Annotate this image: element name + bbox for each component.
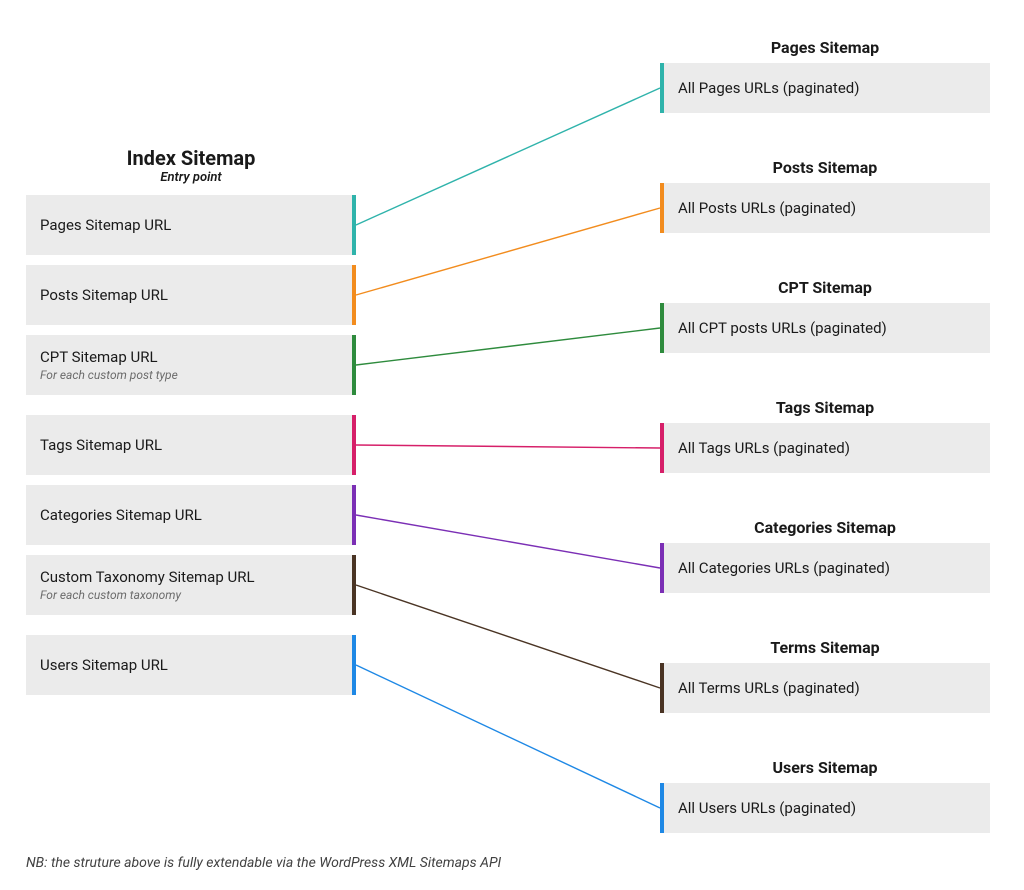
right-title-r-tags: Tags Sitemap (660, 398, 990, 417)
diagram-canvas: Index Sitemap Entry point NB: the strutu… (0, 0, 1024, 890)
connector-tax-r-terms (356, 585, 660, 688)
left-node-label-pages: Pages Sitemap URL (40, 216, 338, 234)
right-node-body-r-tags: All Tags URLs (paginated) (664, 423, 990, 473)
right-node-r-users: All Users URLs (paginated) (660, 783, 990, 833)
right-title-r-cpt: CPT Sitemap (660, 278, 990, 297)
left-node-tags: Tags Sitemap URL (26, 415, 356, 475)
left-node-posts: Posts Sitemap URL (26, 265, 356, 325)
right-node-label-r-terms: All Terms URLs (paginated) (678, 679, 976, 697)
left-node-body-tags: Tags Sitemap URL (26, 415, 352, 475)
right-title-r-terms: Terms Sitemap (660, 638, 990, 657)
right-title-r-users: Users Sitemap (660, 758, 990, 777)
right-title-r-cats: Categories Sitemap (660, 518, 990, 537)
connector-cpt-r-cpt (356, 328, 660, 365)
left-node-label-cpt: CPT Sitemap URL (40, 348, 338, 366)
left-node-accent-pages (352, 195, 356, 255)
connector-posts-r-posts (356, 208, 660, 295)
right-node-r-terms: All Terms URLs (paginated) (660, 663, 990, 713)
right-node-r-cpt: All CPT posts URLs (paginated) (660, 303, 990, 353)
left-node-tax: Custom Taxonomy Sitemap URL For each cust… (26, 555, 356, 615)
connector-users-r-users (356, 665, 660, 808)
right-node-body-r-users: All Users URLs (paginated) (664, 783, 990, 833)
connector-pages-r-pages (356, 88, 660, 225)
left-node-label-cats: Categories Sitemap URL (40, 506, 338, 524)
right-node-body-r-cpt: All CPT posts URLs (paginated) (664, 303, 990, 353)
right-title-r-pages: Pages Sitemap (660, 38, 990, 57)
left-node-accent-cpt (352, 335, 356, 395)
right-node-label-r-pages: All Pages URLs (paginated) (678, 79, 976, 97)
left-node-body-tax: Custom Taxonomy Sitemap URL For each cust… (26, 555, 352, 615)
left-node-label-tax: Custom Taxonomy Sitemap URL (40, 568, 338, 586)
footnote-text: NB: the struture above is fully extendab… (26, 855, 501, 871)
left-node-body-posts: Posts Sitemap URL (26, 265, 352, 325)
left-node-accent-users (352, 635, 356, 695)
connector-tags-r-tags (356, 445, 660, 448)
left-node-body-cats: Categories Sitemap URL (26, 485, 352, 545)
left-node-accent-cats (352, 485, 356, 545)
right-node-body-r-posts: All Posts URLs (paginated) (664, 183, 990, 233)
right-title-r-posts: Posts Sitemap (660, 158, 990, 177)
index-sitemap-subtitle: Entry point (26, 170, 356, 185)
right-node-body-r-cats: All Categories URLs (paginated) (664, 543, 990, 593)
left-node-users: Users Sitemap URL (26, 635, 356, 695)
left-node-body-users: Users Sitemap URL (26, 635, 352, 695)
left-node-pages: Pages Sitemap URL (26, 195, 356, 255)
left-node-cpt: CPT Sitemap URL For each custom post type (26, 335, 356, 395)
left-node-accent-tax (352, 555, 356, 615)
right-node-label-r-tags: All Tags URLs (paginated) (678, 439, 976, 457)
right-node-r-pages: All Pages URLs (paginated) (660, 63, 990, 113)
right-node-label-r-users: All Users URLs (paginated) (678, 799, 976, 817)
right-node-body-r-pages: All Pages URLs (paginated) (664, 63, 990, 113)
right-node-r-tags: All Tags URLs (paginated) (660, 423, 990, 473)
left-node-accent-posts (352, 265, 356, 325)
left-node-label-posts: Posts Sitemap URL (40, 286, 338, 304)
right-node-label-r-cpt: All CPT posts URLs (paginated) (678, 319, 976, 337)
left-node-cats: Categories Sitemap URL (26, 485, 356, 545)
left-node-body-cpt: CPT Sitemap URL For each custom post type (26, 335, 352, 395)
right-node-label-r-cats: All Categories URLs (paginated) (678, 559, 976, 577)
right-node-label-r-posts: All Posts URLs (paginated) (678, 199, 976, 217)
index-sitemap-title: Index Sitemap (26, 146, 356, 170)
left-node-label-tags: Tags Sitemap URL (40, 436, 338, 454)
left-node-label-users: Users Sitemap URL (40, 656, 338, 674)
right-node-r-cats: All Categories URLs (paginated) (660, 543, 990, 593)
left-node-sublabel-cpt: For each custom post type (40, 368, 338, 382)
right-node-r-posts: All Posts URLs (paginated) (660, 183, 990, 233)
connector-cats-r-cats (356, 515, 660, 568)
left-node-accent-tags (352, 415, 356, 475)
right-node-body-r-terms: All Terms URLs (paginated) (664, 663, 990, 713)
left-node-body-pages: Pages Sitemap URL (26, 195, 352, 255)
left-node-sublabel-tax: For each custom taxonomy (40, 588, 338, 602)
